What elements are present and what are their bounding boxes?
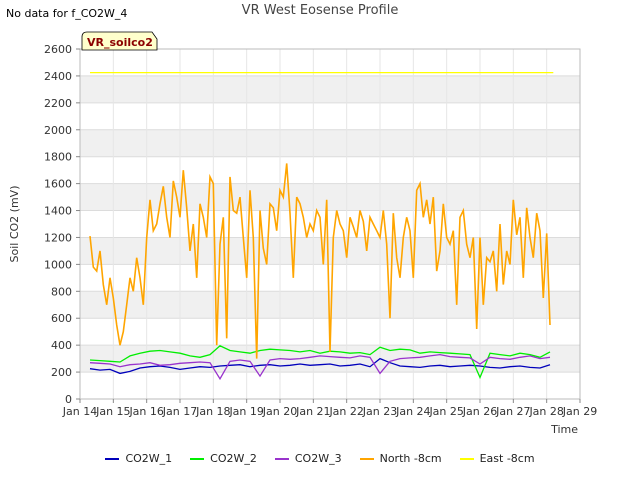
y-tick-label: 1600: [44, 178, 72, 191]
x-tick-label: Jan 27: [495, 405, 530, 418]
y-tick-label: 1800: [44, 151, 72, 164]
series-layer: [89, 71, 554, 381]
x-tick-label: Jan 26: [462, 405, 497, 418]
y-tick-label: 0: [65, 393, 72, 406]
series-line-north-8cm: [89, 163, 551, 359]
legend-swatch: [459, 457, 474, 460]
y-tick-label: 800: [51, 285, 72, 298]
plot-band: [80, 183, 580, 211]
plot-band: [80, 75, 580, 103]
x-tick-label: Jan 23: [362, 405, 397, 418]
annotation-label: VR_soilco2: [87, 36, 153, 49]
legend-swatch: [190, 457, 205, 460]
series-line-co2w-1: [89, 357, 551, 375]
y-tick-label: 2400: [44, 70, 72, 83]
annotation-box: VR_soilco2: [81, 31, 158, 51]
x-tick-label: Jan 17: [162, 405, 197, 418]
plot-band: [80, 237, 580, 265]
legend-label: CO2W_1: [125, 452, 173, 465]
x-tick-label: Jan 15: [95, 405, 130, 418]
legend-item: CO2W_1: [105, 452, 172, 465]
plot-band: [80, 291, 580, 319]
x-tick-label: Jan 25: [428, 405, 463, 418]
legend-label: CO2W_3: [294, 452, 342, 465]
x-tick-label: Jan 19: [228, 405, 263, 418]
y-tick-label: 400: [51, 339, 72, 352]
series-line-co2w-2: [89, 345, 551, 380]
series-line-co2w-3: [89, 353, 551, 381]
x-tick-label: Jan 29: [562, 405, 597, 418]
plot-band: [80, 129, 580, 157]
x-tick-label: Jan 20: [262, 405, 297, 418]
axes: [79, 48, 581, 400]
legend-swatch: [359, 457, 374, 460]
no-data-note: No data for f_CO2W_4: [6, 7, 128, 20]
chart-title: VR West Eosense Profile: [241, 3, 399, 18]
legend-item: CO2W_3: [274, 452, 342, 465]
legend-label: CO2W_2: [210, 452, 257, 465]
plot-frame: [79, 48, 581, 400]
y-tick-label: 2600: [44, 43, 72, 56]
y-tick-label: 1400: [44, 205, 72, 218]
x-tick-label: Jan 14: [62, 405, 97, 418]
legend-item: CO2W_2: [190, 452, 257, 465]
x-tick-label: Jan 28: [528, 405, 563, 418]
legend-swatch: [105, 457, 120, 460]
y-tick-label: 1000: [44, 258, 72, 271]
legend-label: North -8cm: [379, 452, 442, 465]
x-tick-label: Jan 16: [128, 405, 163, 418]
legend-item: East -8cm: [459, 452, 535, 465]
x-tick-label: Jan 18: [195, 405, 230, 418]
x-axis-label: Time: [550, 423, 578, 436]
y-tick-label: 2000: [44, 124, 72, 137]
y-tick-label: 1200: [44, 231, 72, 244]
y-tick-labels: 0 200 400 600 800 1000 1200 1400 1600 1800 2000 220…: [44, 43, 80, 406]
y-tick-label: 600: [51, 312, 72, 325]
x-tick-label: Jan 24: [395, 405, 430, 418]
legend-item: North -8cm: [359, 452, 442, 465]
y-tick-label: 2200: [44, 97, 72, 110]
x-tick-label: Jan 21: [295, 405, 330, 418]
y-axis-label: Soil CO2 (mV): [8, 186, 21, 263]
legend-swatch: [274, 457, 289, 460]
y-tick-label: 200: [51, 366, 72, 379]
x-tick-label: Jan 22: [328, 405, 363, 418]
legend-label: East -8cm: [479, 452, 535, 465]
legend: CO2W_1 CO2W_2 CO2W_3 North -8cm East -8cm: [0, 452, 640, 465]
